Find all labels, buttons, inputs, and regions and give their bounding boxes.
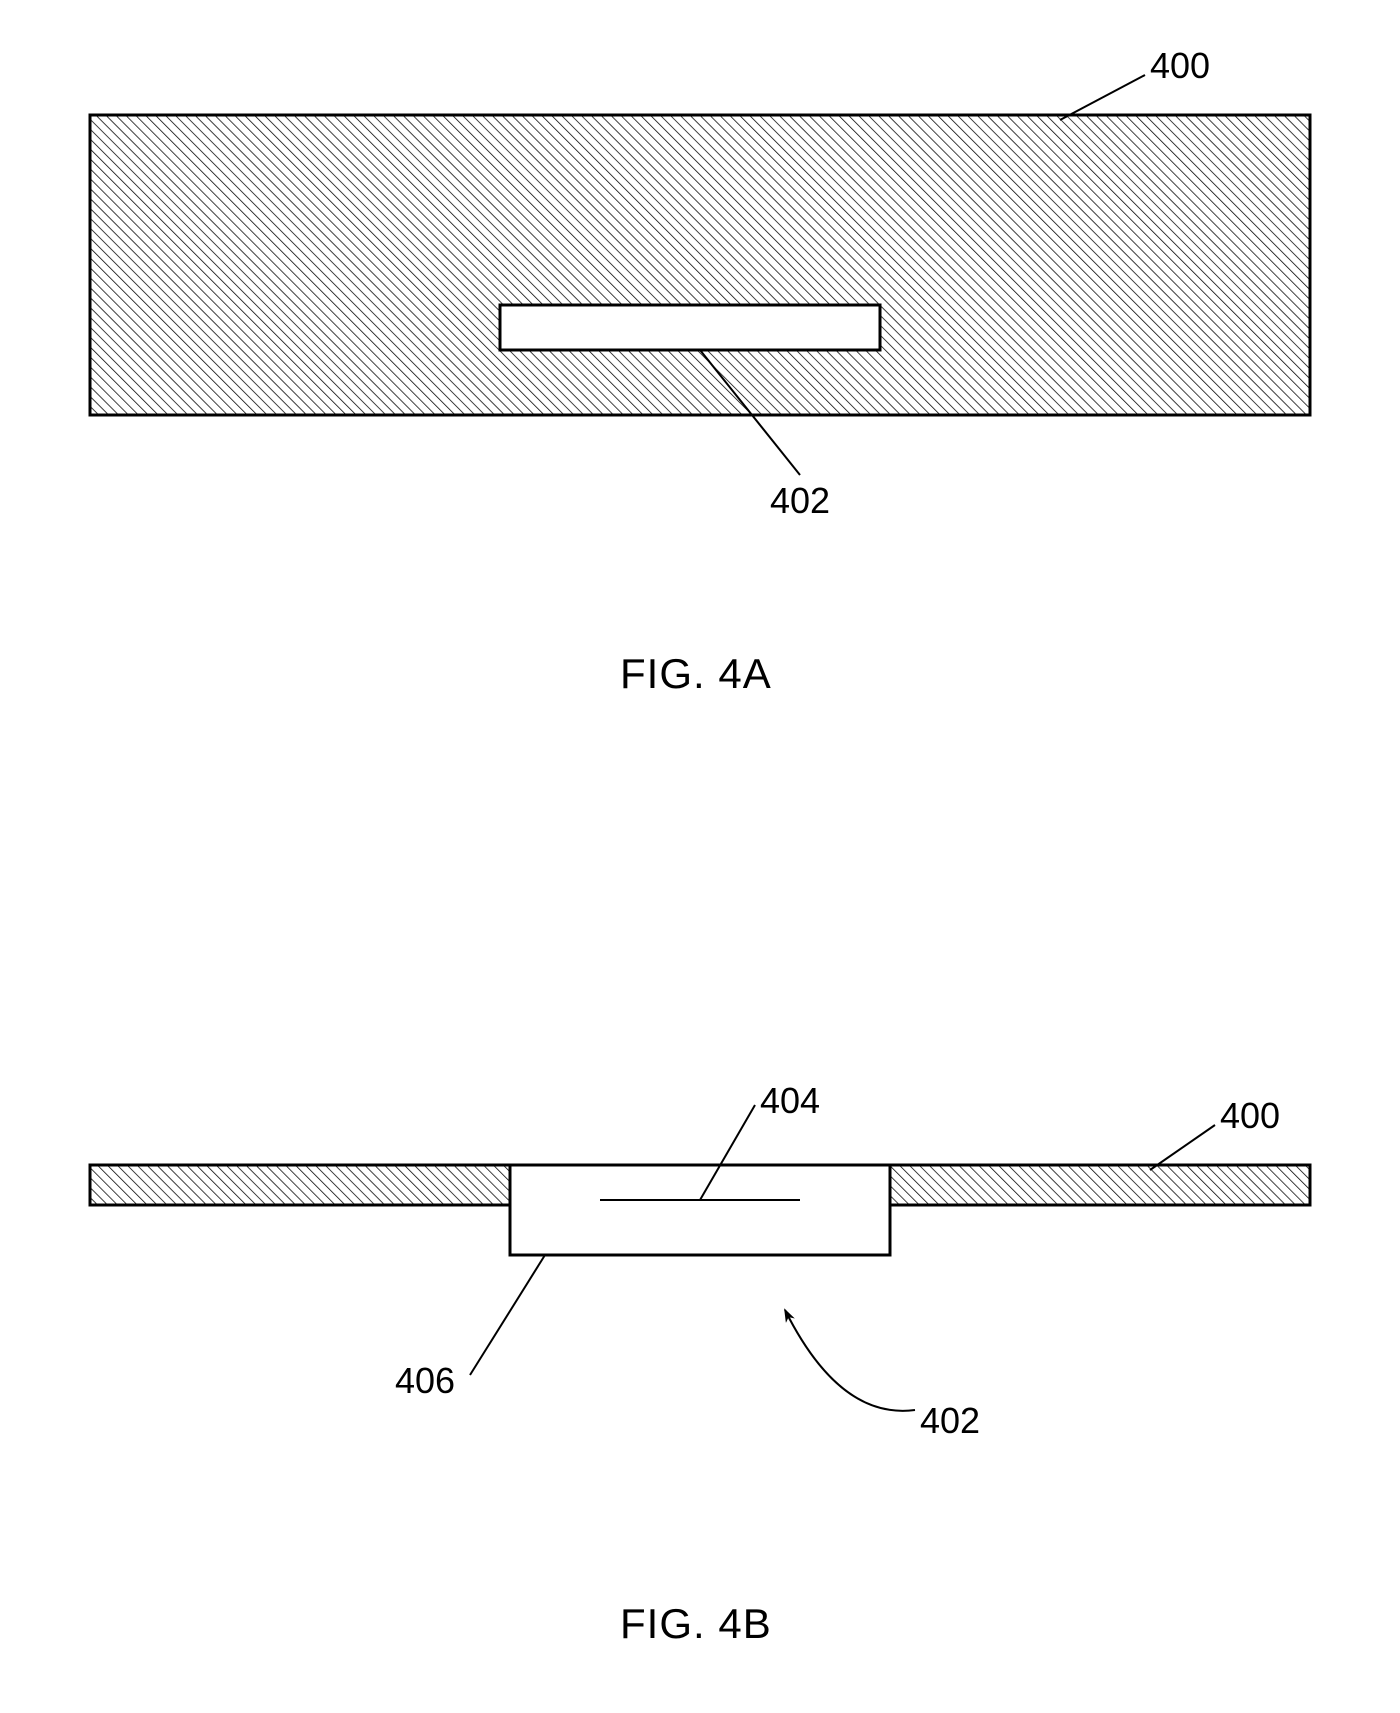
- label-404: 404: [760, 1080, 820, 1122]
- leader-400a: [1060, 75, 1145, 120]
- label-400a: 400: [1150, 45, 1210, 87]
- leader-400b: [1150, 1125, 1215, 1170]
- caption-fig-4a: FIG. 4A: [620, 650, 772, 698]
- label-402a: 402: [770, 480, 830, 522]
- caption-fig-4b: FIG. 4B: [620, 1600, 772, 1648]
- center-box-402: [510, 1165, 890, 1255]
- arc-arrow-402: [785, 1310, 915, 1411]
- label-402b: 402: [920, 1400, 980, 1442]
- page: 400 402 FIG. 4A 404 400 406 402 F: [0, 0, 1400, 1713]
- fig-4b-svg: [0, 900, 1400, 1600]
- slot-402: [500, 305, 880, 350]
- label-400b: 400: [1220, 1095, 1280, 1137]
- strip-right-400: [890, 1165, 1310, 1205]
- strip-left-400: [90, 1165, 510, 1205]
- fig-4a-svg: [0, 0, 1400, 900]
- panel-400: [90, 115, 1310, 415]
- leader-406: [470, 1255, 545, 1375]
- label-406: 406: [395, 1360, 455, 1402]
